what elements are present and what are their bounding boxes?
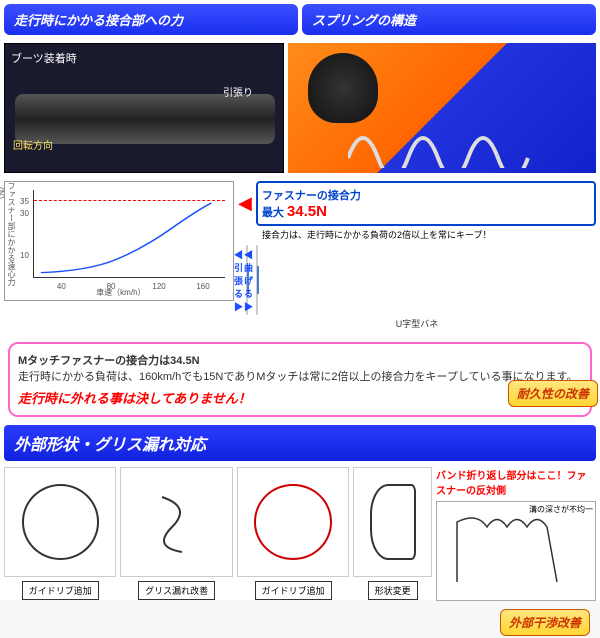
boot-caption-4: 形状変更 (368, 581, 418, 600)
header-left: 走行時にかかる接合部への力 (4, 4, 298, 35)
boot-fig-4 (353, 467, 432, 577)
info-warning: 走行時に外れる事は決してありません！ (18, 388, 582, 407)
xtick: 40 (57, 282, 66, 291)
diag-pull-label: ◀ 引張る ▶ (234, 248, 243, 313)
right-sub: 溝の深さが不均一 (529, 504, 593, 515)
interference-badge: 外部干渉改善 (500, 609, 590, 636)
info-line2: 走行時にかかる負荷は、160km/hでも15NでありMタッチは常に2倍以上の接合… (18, 368, 582, 384)
callout-subtext: 接合力は、走行時にかかる負荷の2倍以上を常にキープ！ (238, 228, 596, 241)
info-box: Mタッチファスナーの接合力は34.5N 走行時にかかる負荷は、160km/hでも… (8, 342, 592, 417)
spring-photo (288, 43, 596, 173)
section-header-shape: 外部形状・グリス漏れ対応 (4, 425, 596, 461)
ytick: 35 (20, 197, 29, 206)
header-right: スプリングの構造 (302, 4, 596, 35)
boot-fig-1 (4, 467, 116, 577)
durability-badge: 耐久性の改善 (508, 380, 598, 407)
diagram-bend: ◀ 曲げる ▶ (256, 245, 258, 315)
badge2-row: 外部干渉改善 (0, 607, 600, 638)
spring-wire-icon (348, 108, 548, 168)
chart-curve (34, 190, 225, 277)
callout-value: 34.5N (287, 203, 327, 220)
info-line1: Mタッチファスナーの接合力は34.5N (18, 352, 582, 368)
diag-caption: U字型バネ (238, 317, 596, 330)
boot-caption-2: グリス漏れ改善 (138, 581, 215, 600)
right-note-title: バンド折り返し部分はここ！ファスナーの反対側 (436, 467, 596, 497)
arrow-left-icon: ◀ (238, 193, 252, 214)
axle-shape (15, 94, 275, 144)
force-chart: ファスナー部にかかる遠心力（N） 35 30 10 40 80 120 160 … (4, 181, 234, 301)
xtick: 120 (152, 282, 165, 291)
xtick: 160 (196, 282, 209, 291)
diag-bend-label: ◀ 曲げる ▶ (244, 248, 253, 313)
rotation-label: 回転方向 (13, 137, 53, 152)
boot-caption-3: ガイドリブ追加 (255, 581, 332, 600)
pull-label: 引張り (223, 84, 253, 99)
boot-caption-1: ガイドリブ追加 (22, 581, 99, 600)
ytick: 30 (20, 209, 29, 218)
right-profile-fig: 溝の深さが不均一 (436, 501, 596, 601)
ytick: 10 (20, 251, 29, 260)
boot-fig-3 (237, 467, 349, 577)
callout-prefix: 最大 (262, 207, 287, 219)
photo-title: ブーツ装着時 (11, 50, 77, 66)
chart-ylabel: ファスナー部にかかる遠心力（N） (3, 182, 17, 300)
chart-xlabel: 車速（km/h） (96, 287, 145, 298)
boot-photo: ブーツ装着時 回転方向 引張り (4, 43, 284, 173)
boot-fig-2 (120, 467, 232, 577)
callout-box: ファスナーの接合力 最大 34.5N (256, 181, 596, 226)
callout-line1: ファスナーの接合力 (262, 187, 590, 203)
